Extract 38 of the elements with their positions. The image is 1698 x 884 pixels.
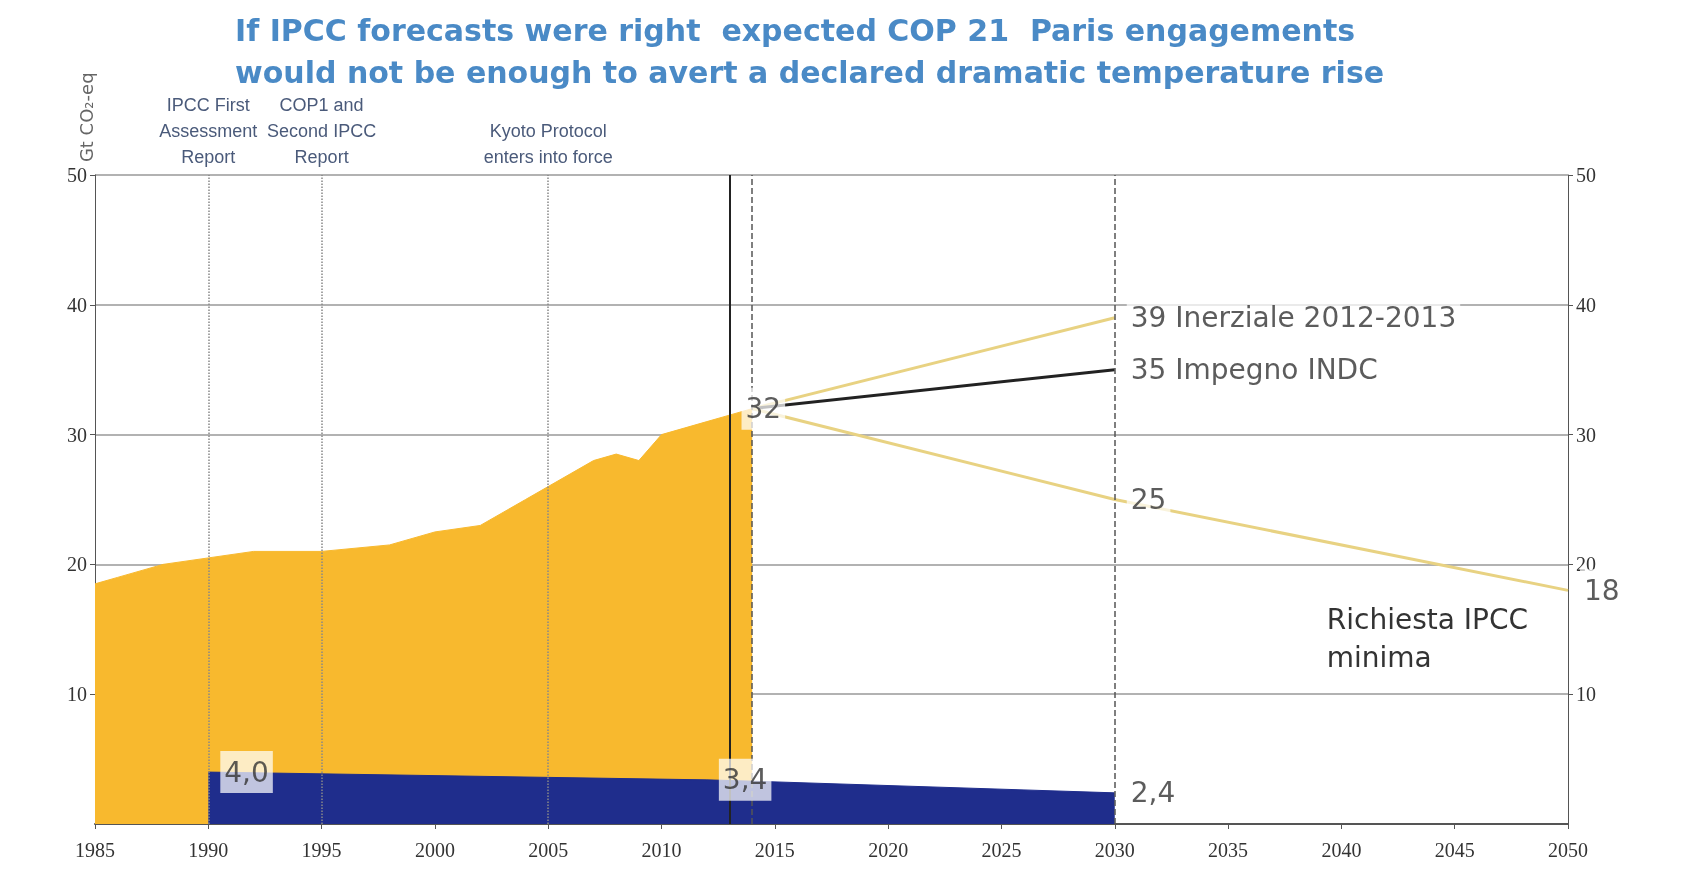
chart-title: If IPCC forecasts were right expected COP 21 Paris engagements would not be enough to avert a declared dramatic temperature rise [235, 12, 1385, 90]
y-axis-title: Gt CO₂-eq [75, 72, 97, 163]
y2-tick-label: 30 [1576, 423, 1596, 446]
y-tick-label: 30 [67, 423, 87, 446]
x-tick-label: 2040 [1321, 839, 1362, 861]
x-tick-label: 1985 [75, 839, 115, 861]
annotation: 32 [745, 392, 782, 426]
x-tick-label: 2005 [528, 839, 569, 861]
x-tick-label: 1995 [301, 839, 342, 861]
x-tick-label: 2015 [754, 839, 795, 861]
x-tick-label: 2020 [868, 839, 909, 861]
y-tick-label: 20 [67, 553, 87, 576]
x-tick-label: 2000 [414, 839, 455, 861]
annotation: 35 Impegno INDC [1130, 353, 1378, 387]
ref-line-label: IPCC First Assessment Report [159, 95, 258, 167]
annotation: 3,4 [722, 763, 768, 797]
y-tick-label: 40 [67, 293, 87, 316]
x-tick-label: 2010 [641, 839, 682, 861]
annotation: 2,4 [1130, 776, 1176, 810]
annotation: 39 Inerziale 2012-2013 [1130, 301, 1457, 335]
y2-tick-label: 50 [1576, 164, 1596, 186]
ref-line-label: Kyoto Protocol enters into force [483, 121, 613, 167]
y2-tick-label: 40 [1576, 293, 1596, 316]
x-tick-label: 2045 [1434, 839, 1475, 861]
y-tick-label: 10 [67, 683, 87, 706]
x-tick-label: 2025 [981, 839, 1022, 861]
annotation: 25 [1130, 483, 1167, 516]
y2-tick-label: 10 [1576, 683, 1596, 706]
x-tick-label: 2050 [1548, 839, 1588, 861]
y-tick-label: 50 [67, 164, 87, 186]
x-tick-label: 2035 [1208, 839, 1249, 861]
annotation: 18 [1584, 573, 1620, 607]
x-tick-label: 2030 [1094, 839, 1135, 861]
x-tick-label: 1990 [188, 839, 229, 861]
annotation: 4,0 [224, 755, 269, 789]
y2-tick-label: 20 [1576, 553, 1596, 576]
annotation: Richiesta IPCC minima [1326, 602, 1528, 674]
ref-line-label: COP1 and Second IPCC Report [267, 95, 377, 167]
